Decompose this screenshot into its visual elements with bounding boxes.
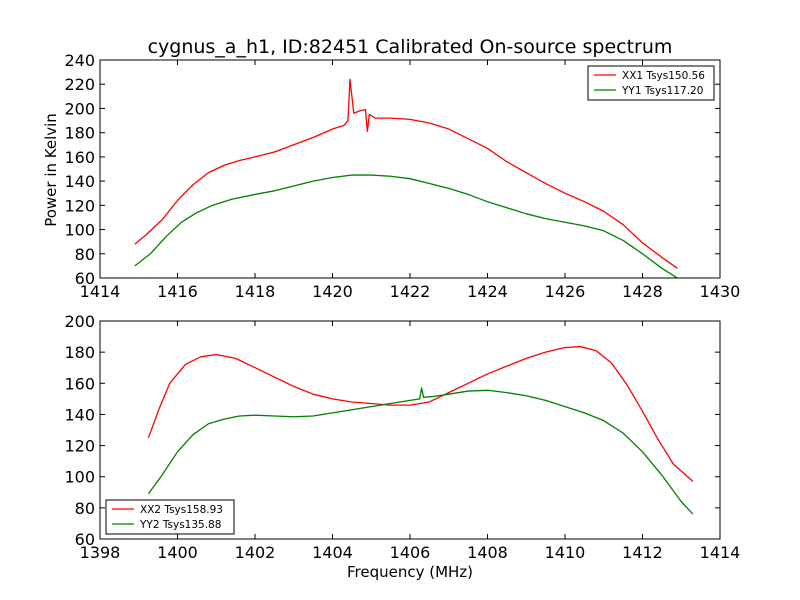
x-tick-label: 1424	[467, 282, 508, 301]
legend-box	[105, 499, 235, 535]
y-tick-label: 120	[64, 196, 95, 215]
x-tick-label: 1400	[157, 543, 198, 562]
y-tick-label: 120	[64, 437, 95, 456]
y-tick-label: 180	[64, 343, 95, 362]
y-tick-label: 60	[75, 269, 95, 288]
legend-entry-label: YY1 Tsys117.20	[621, 85, 703, 97]
x-tick-label: 1430	[700, 282, 741, 301]
top-panel: Power in Kelvin 1414 1416 1418 1420 1422 1424…	[42, 51, 740, 301]
x-tick-label: 1418	[235, 282, 276, 301]
y-tick-label: 100	[64, 221, 95, 240]
x-tick-label: 1404	[312, 543, 353, 562]
y-tick-label: 140	[64, 172, 95, 191]
series-line-yy2	[147, 387, 694, 515]
x-tick-label: 1422	[390, 282, 431, 301]
y-tick-label: 60	[75, 530, 95, 549]
x-tick-label: 1398	[80, 543, 121, 562]
y-tick-label: 140	[64, 405, 95, 424]
x-tick-label: 1428	[622, 282, 663, 301]
series-line-xx1	[134, 78, 678, 269]
y-tick-label: 80	[75, 245, 95, 264]
legend-box	[587, 65, 715, 101]
legend-entry-label: XX1 Tsys150.56	[622, 70, 705, 82]
y-tick-label: 220	[64, 75, 95, 94]
x-tick-label: 1414	[700, 543, 741, 562]
x-tick-label: 1402	[235, 543, 276, 562]
series-line-xx2	[147, 346, 694, 482]
y-tick-label: 240	[64, 51, 95, 70]
x-tick-label: 1420	[312, 282, 353, 301]
y-tick-label: 200	[64, 312, 95, 331]
x-tick-label: 1414	[80, 282, 121, 301]
x-tick-label: 1416	[157, 282, 198, 301]
top-y-axis-label: Power in Kelvin	[42, 113, 60, 227]
chart-title: cygnus_a_h1, ID:82451 Calibrated On-sour…	[148, 36, 673, 58]
bottom-panel: Frequency (MHz) 1398 1400 1402 1404 1406 1408…	[64, 312, 740, 581]
y-tick-label: 100	[64, 468, 95, 487]
y-tick-label: 160	[64, 148, 95, 167]
legend-entry-label: YY2 Tsys135.88	[139, 519, 221, 531]
series-line-yy1	[134, 174, 678, 278]
y-tick-label: 80	[75, 499, 95, 518]
x-tick-label: 1406	[390, 543, 431, 562]
legend-entry-label: XX2 Tsys158.93	[140, 504, 223, 516]
y-tick-label: 180	[64, 124, 95, 143]
y-tick-label: 160	[64, 374, 95, 393]
x-tick-label: 1410	[545, 543, 586, 562]
y-tick-label: 200	[64, 99, 95, 118]
legend: XX2 Tsys158.93 YY2 Tsys135.88	[105, 499, 235, 535]
legend: XX1 Tsys150.56 YY1 Tsys117.20	[587, 65, 715, 101]
x-tick-label: 1426	[545, 282, 586, 301]
x-tick-label: 1408	[467, 543, 508, 562]
x-axis-label: Frequency (MHz)	[347, 563, 473, 581]
x-tick-label: 1412	[622, 543, 663, 562]
